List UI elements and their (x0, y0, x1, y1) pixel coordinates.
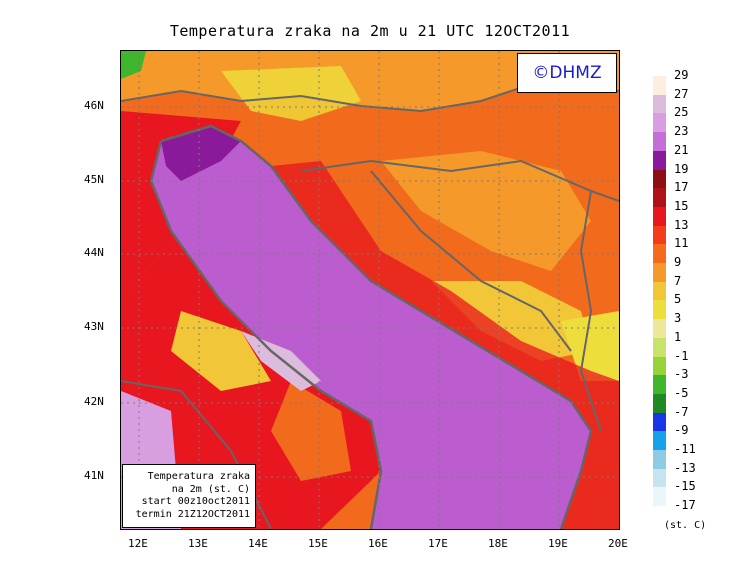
info-box: Temperatura zraka na 2m (st. C) start 00… (122, 464, 256, 528)
lon-label-13e: 13E (188, 537, 208, 550)
legend-unit: (st. C) (664, 520, 707, 531)
dalmatian-coast-zone (271, 161, 619, 529)
info-line-2: na 2m (st. C) (171, 483, 250, 495)
legend-swatch (653, 113, 666, 133)
temperature-map: ©DHMZ Temperatura zraka na 2m (st. C) st… (120, 50, 620, 530)
bosnia-border (370, 170, 572, 352)
legend-swatch (653, 206, 666, 226)
legend-label: -5 (674, 385, 689, 400)
legend-label: 29 (674, 68, 689, 82)
legend-label: 9 (674, 255, 682, 269)
legend-label: -1 (674, 348, 689, 363)
legend-swatch (653, 225, 666, 245)
alpine-cold-zone (121, 51, 146, 79)
lat-label-42n: 42N (84, 395, 104, 408)
legend-swatch (653, 188, 666, 208)
lat-label-45n: 45N (84, 173, 104, 186)
lat-label-46n: 46N (84, 99, 104, 112)
legend-swatch (653, 468, 666, 488)
lon-label-17e: 17E (428, 537, 448, 550)
legend-label: 27 (674, 86, 689, 101)
lat-label-43n: 43N (84, 320, 104, 333)
apennine-south-zone (271, 381, 351, 481)
legend-label: -11 (674, 442, 696, 456)
temperature-field (121, 51, 619, 529)
northern-adriatic-zone (161, 126, 241, 181)
lon-label-20e: 20E (608, 537, 628, 550)
legend-label: 7 (674, 273, 682, 288)
legend-swatch (653, 150, 666, 170)
croatia-north-border (300, 159, 619, 202)
info-line-3: start 00z10oct2011 (141, 496, 250, 507)
legend-label: 5 (674, 292, 682, 307)
legend-swatch (653, 337, 666, 357)
legend-swatch (653, 169, 666, 189)
eastern-coastline (160, 124, 593, 529)
bosnia-cool-zone (431, 281, 591, 361)
legend-label: 21 (674, 142, 689, 157)
lon-label-19e: 19E (548, 537, 568, 550)
legend-label: 17 (674, 180, 689, 195)
map-title: Temperatura zraka na 2m u 21 UTC 12OCT20… (169, 22, 571, 40)
legend-label: -9 (674, 423, 689, 438)
legend-label: 3 (674, 311, 682, 326)
legend-label: -15 (674, 479, 696, 494)
legend-label: -7 (674, 404, 689, 419)
legend-label: 19 (674, 161, 689, 176)
copyright-box: ©DHMZ (517, 53, 617, 93)
legend-swatch (653, 450, 666, 469)
lon-label-18e: 18E (488, 537, 508, 550)
lon-label-16e: 16E (368, 537, 388, 550)
serbia-border (579, 190, 602, 432)
legend-label: 1 (674, 329, 682, 344)
legend-swatch (653, 431, 666, 451)
info-line-1: Temperatura zraka (147, 471, 250, 482)
lon-label-14e: 14E (248, 537, 268, 550)
legend-swatch (653, 412, 666, 432)
legend-swatch (653, 244, 666, 264)
legend-swatch (653, 132, 666, 152)
legend-swatch (653, 281, 666, 301)
legend-swatch (653, 300, 666, 320)
legend-swatch (653, 356, 666, 376)
adriatic-sea (151, 126, 591, 529)
legend-swatch (653, 76, 666, 95)
east-cool-zone (561, 311, 619, 381)
legend-swatch (653, 319, 666, 339)
graticule (121, 51, 619, 529)
lat-label-41n: 41N (84, 469, 104, 482)
legend-label: 11 (674, 236, 689, 251)
legend-label: 25 (674, 105, 689, 120)
western-coastline (149, 140, 383, 529)
lon-label-15e: 15E (308, 537, 328, 550)
legend-label: 15 (674, 198, 689, 213)
legend-label: 13 (674, 217, 689, 232)
legend-label: -3 (674, 367, 689, 382)
legend-swatch (653, 487, 666, 507)
lon-label-12e: 12E (128, 537, 148, 550)
legend-label: -17 (674, 498, 696, 513)
legend-label: 23 (674, 124, 689, 139)
lat-label-44n: 44N (84, 246, 104, 259)
legend-label: -13 (674, 460, 696, 475)
legend-swatch (653, 375, 666, 395)
info-line-4: termin 21Z12OCT2011 (135, 508, 250, 520)
legend-swatch (653, 393, 666, 413)
legend-swatch (653, 263, 666, 282)
apennine-cool-zone (171, 311, 271, 391)
legend-swatch (653, 94, 666, 114)
